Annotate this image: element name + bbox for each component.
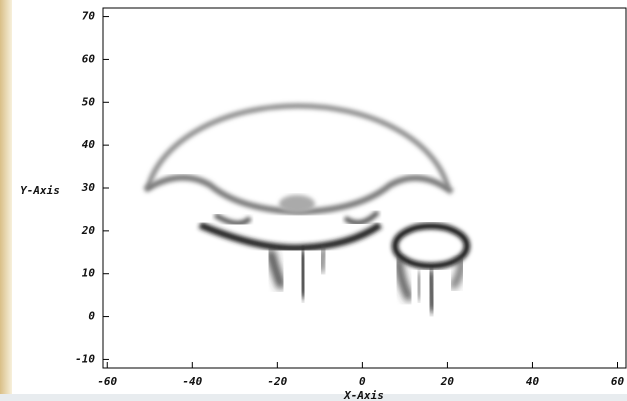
y-tick-label: 40 [82, 138, 96, 151]
x-tick-label: -20 [267, 375, 287, 388]
y-tick-label: 30 [81, 181, 96, 194]
y-tick-label: 70 [82, 10, 96, 23]
y-axis-label: Y-Axis [20, 184, 60, 197]
x-tick-label: 20 [440, 375, 455, 388]
plot-frame [103, 8, 626, 368]
y-tick-label: -10 [75, 352, 95, 365]
y-tick-label: 10 [82, 267, 96, 280]
y-tick-label: 60 [82, 52, 96, 65]
y-tick-label: 0 [88, 310, 95, 323]
x-tick-label: -60 [97, 375, 117, 388]
x-tick-label: 40 [526, 375, 540, 388]
field-image [145, 106, 467, 312]
bottom-strip [0, 394, 627, 401]
x-tick-label: 60 [611, 375, 625, 388]
x-tick-label: 0 [359, 375, 366, 388]
x-axis-label: X-Axis [343, 389, 384, 401]
y-tick-label: 20 [81, 224, 96, 237]
x-tick-label: -40 [182, 375, 202, 388]
y-tick-label: 50 [82, 95, 96, 108]
chart: Y-Axis X-Axis -60 -40 -20 0 20 40 60 -10 0 10 20 30… [0, 0, 627, 401]
desktop-edge [0, 0, 12, 401]
